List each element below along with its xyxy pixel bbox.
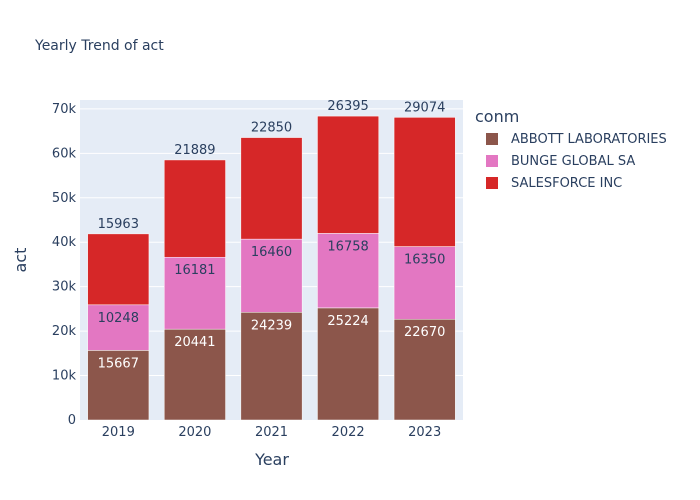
bar-1-2019: [87, 304, 150, 351]
bar-2-2019: [87, 233, 150, 306]
bar-0-2023: [393, 318, 456, 421]
y-tick-label-3: 30k: [52, 280, 77, 295]
x-tick-label-2019: 2019: [102, 425, 135, 440]
bar-0-2021: [240, 312, 303, 421]
legend-item-0: ABBOTT LABORATORIES: [511, 132, 667, 147]
y-tick-label-5: 50k: [52, 191, 77, 206]
data-label-1-2023: 16350: [404, 253, 445, 268]
y-tick-label-0: 0: [68, 413, 76, 428]
data-label-1-2020: 16181: [174, 263, 215, 278]
bar-0-2020: [164, 328, 226, 421]
data-label-2-2019: 15963: [98, 217, 139, 232]
data-label-2-2022: 26395: [327, 99, 368, 114]
y-tick-label-1: 10k: [52, 369, 77, 384]
data-label-2-2021: 22850: [251, 121, 292, 136]
legend-item-2: SALESFORCE INC: [511, 176, 622, 191]
legend-title: conm: [475, 107, 519, 126]
legend-swatch-2: [486, 177, 498, 189]
y-tick-label-6: 60k: [52, 146, 77, 161]
x-tick-label-2021: 2021: [255, 425, 288, 440]
x-axis-ticks: 2019 2020 2021 2022 2023: [102, 425, 441, 440]
bar-0-2022: [317, 307, 379, 421]
data-label-0-2019: 15667: [98, 356, 139, 371]
y-axis-label: act: [11, 248, 30, 273]
bar-2-2020: [164, 159, 226, 258]
data-label-0-2020: 20441: [174, 335, 215, 350]
data-label-1-2022: 16758: [327, 239, 368, 254]
bar-1-2020: [164, 256, 226, 330]
bar-1-2022: [317, 233, 379, 309]
data-label-1-2021: 16460: [251, 245, 292, 260]
x-tick-label-2022: 2022: [332, 425, 365, 440]
y-axis-ticks: 0 10k 20k 30k 40k 50k 60k 70k: [52, 102, 77, 428]
x-tick-label-2020: 2020: [178, 425, 211, 440]
data-labels: 15667 10248 15963 20441 16181 21889 24239 16460…: [98, 99, 446, 371]
legend-swatch-0: [486, 133, 498, 145]
x-tick-label-2023: 2023: [408, 425, 441, 440]
legend[interactable]: conm ABBOTT LABORATORIES BUNGE GLOBAL SA S…: [475, 107, 667, 191]
data-label-0-2021: 24239: [251, 318, 292, 333]
data-label-2-2020: 21889: [174, 143, 215, 158]
data-label-1-2019: 10248: [98, 311, 139, 326]
x-axis-label: Year: [254, 450, 289, 469]
legend-item-1: BUNGE GLOBAL SA: [511, 154, 635, 169]
data-label-0-2023: 22670: [404, 325, 445, 340]
legend-swatch-1: [486, 155, 498, 167]
bar-2-2023: [393, 117, 456, 247]
bar-2-2021: [240, 137, 303, 240]
bar-1-2021: [240, 238, 303, 313]
y-tick-label-2: 20k: [52, 324, 77, 339]
bar-2-2022: [317, 115, 379, 234]
chart-title: Yearly Trend of act: [34, 38, 164, 54]
y-tick-label-4: 40k: [52, 235, 77, 250]
y-tick-label-7: 70k: [52, 102, 77, 117]
bars: [87, 115, 456, 421]
data-label-2-2023: 29074: [404, 100, 445, 115]
data-label-0-2022: 25224: [327, 314, 368, 329]
